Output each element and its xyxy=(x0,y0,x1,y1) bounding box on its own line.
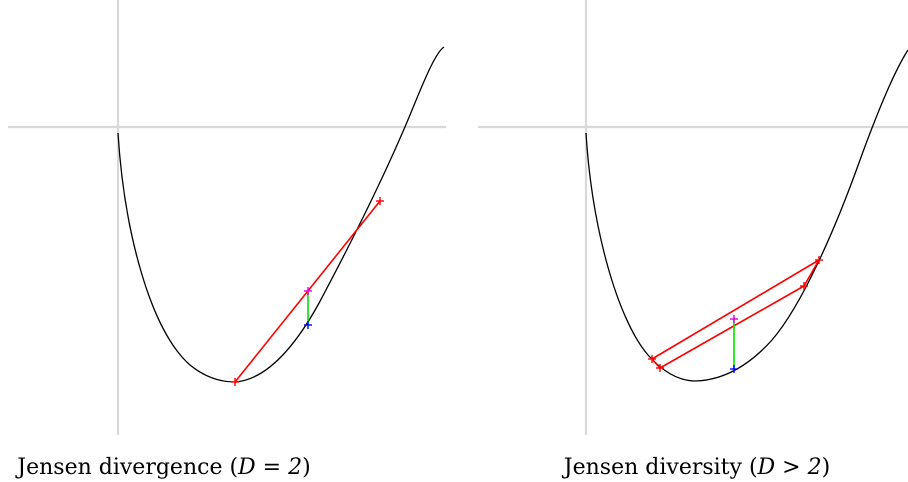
mean-on-chord-marker xyxy=(304,287,312,295)
point-marker xyxy=(376,197,384,205)
chord xyxy=(651,259,820,360)
mean-on-curve-marker xyxy=(304,321,312,329)
convex-curve xyxy=(585,49,908,382)
chord xyxy=(651,358,661,369)
chord xyxy=(803,259,820,287)
caption-right: Jensen diversity (D > 2) xyxy=(562,455,830,480)
convex-curve xyxy=(117,46,445,383)
point-marker xyxy=(815,256,823,264)
mean-on-curve-marker xyxy=(730,365,738,373)
point-marker xyxy=(648,355,656,363)
point-marker xyxy=(231,378,239,386)
mean-on-chord-marker xyxy=(730,315,738,323)
point-marker xyxy=(800,282,808,290)
caption-left: Jensen divergence (D = 2) xyxy=(15,455,310,480)
panel-jensen-divergence: Jensen divergence (D = 2) xyxy=(8,0,446,480)
panel-jensen-diversity: Jensen diversity (D > 2) xyxy=(478,0,908,480)
chord xyxy=(659,285,805,369)
point-marker xyxy=(656,364,664,372)
